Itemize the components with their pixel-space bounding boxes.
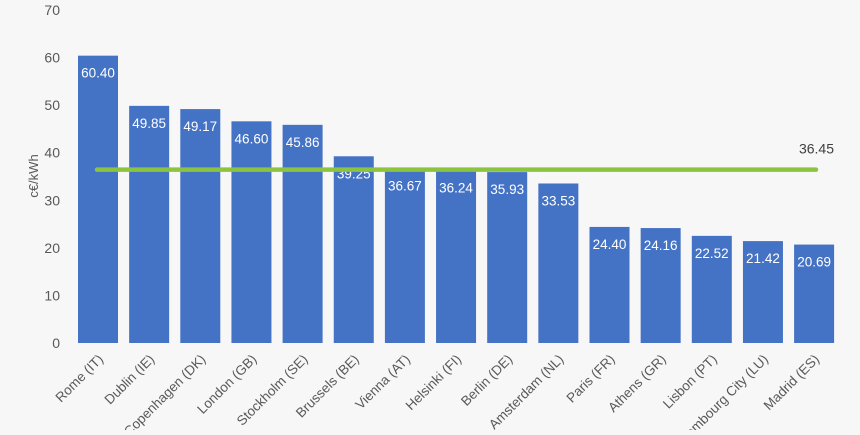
data-label: 49.17 [183, 119, 217, 134]
data-label: 33.53 [541, 193, 575, 208]
x-tick-label: Helsinki (FI) [403, 352, 465, 414]
bar [538, 183, 579, 343]
y-tick-label: 70 [44, 2, 60, 18]
data-label: 36.67 [388, 179, 422, 194]
data-label: 36.24 [439, 181, 473, 196]
data-label: 49.85 [132, 116, 166, 131]
bar [384, 168, 425, 343]
average-label: 36.45 [799, 141, 834, 157]
x-tick-label: Dublin (IE) [102, 352, 158, 408]
bar [180, 109, 221, 344]
x-tick-label: Madrid (ES) [761, 352, 823, 414]
y-tick-label: 30 [44, 192, 60, 208]
bar [487, 172, 528, 343]
y-tick-label: 10 [44, 287, 60, 303]
y-tick-label: 0 [52, 335, 60, 351]
data-label: 24.40 [593, 237, 627, 252]
bar [78, 55, 118, 343]
data-label: 21.42 [746, 251, 780, 266]
x-tick-label: Rome (IT) [53, 352, 107, 406]
bar [282, 124, 323, 343]
data-label: 24.16 [644, 238, 678, 253]
data-label: 60.40 [81, 66, 115, 81]
bar [436, 170, 477, 343]
data-label: 35.93 [490, 182, 524, 197]
y-axis-label: c€/kWh [26, 154, 41, 197]
y-tick-label: 20 [44, 240, 60, 256]
bar [691, 235, 732, 343]
bar [589, 226, 630, 343]
bar [794, 244, 835, 343]
bar [129, 105, 170, 343]
y-axis: 0 10 20 30 40 50 60 70 [44, 2, 60, 351]
y-tick-label: 50 [44, 97, 60, 113]
y-tick-label: 40 [44, 145, 60, 161]
data-label: 22.52 [695, 246, 729, 261]
data-label: 45.86 [286, 135, 320, 150]
bar [742, 241, 783, 343]
average-line-group: 36.45 [94, 141, 834, 172]
bar [640, 228, 681, 343]
x-axis: Rome (IT)Dublin (IE)Copenhagen (DK)Londo… [53, 352, 823, 435]
y-tick-label: 60 [44, 50, 60, 66]
data-label: 20.69 [797, 255, 831, 270]
bar [333, 156, 374, 343]
data-label: 46.60 [235, 131, 269, 146]
bar [231, 121, 272, 344]
x-tick-label: Paris (FR) [564, 352, 618, 406]
